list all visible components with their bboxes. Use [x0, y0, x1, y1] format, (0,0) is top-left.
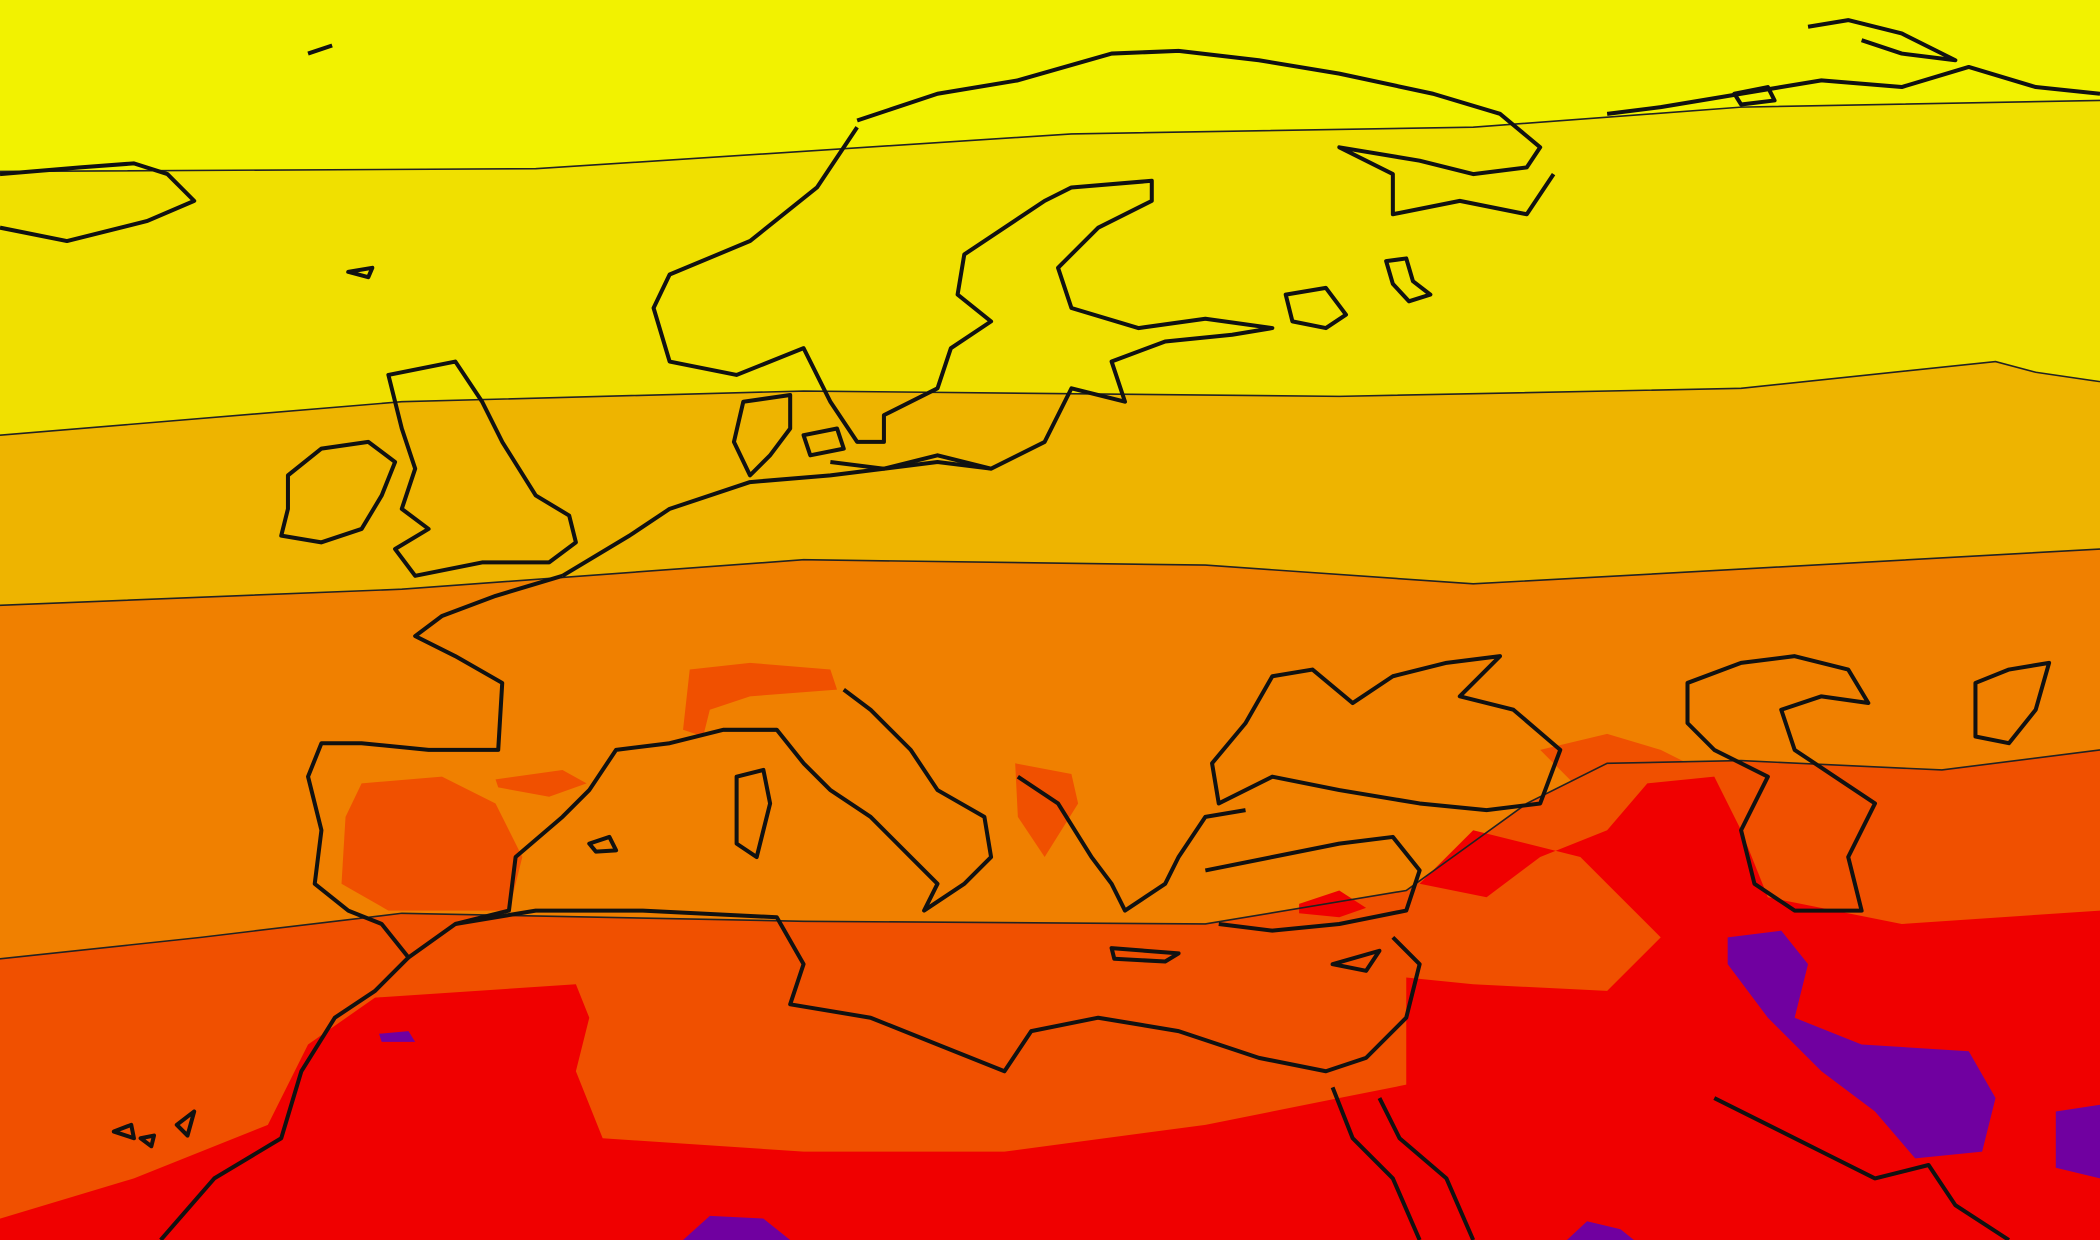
- contour-line: [0, 749, 2100, 960]
- contour-line: [0, 360, 2100, 437]
- minimum-zone: [1566, 1221, 1634, 1240]
- band-5-iberia: [341, 776, 523, 911]
- coastline-crete: [1109, 946, 1181, 964]
- contour-lines: [0, 99, 2100, 960]
- coastline-red-sea: [1330, 1086, 1422, 1241]
- coastline-island: [307, 43, 333, 56]
- coastline-sweden: [651, 126, 1275, 471]
- coastline-lake: [1384, 256, 1433, 304]
- coastline-denmark: [731, 393, 793, 478]
- minimum-zone: [379, 1031, 416, 1042]
- coastline-africa-west: [159, 956, 410, 1242]
- contour-line: [0, 548, 2100, 607]
- coastline-iceland: [0, 161, 197, 244]
- coastlines: [0, 18, 2100, 1242]
- coastline-continent: [561, 459, 992, 578]
- coastline-island: [587, 834, 619, 854]
- band-5-alps: [683, 662, 838, 737]
- coastline-anatolia: [1204, 834, 1422, 933]
- coastline-lake: [1283, 285, 1348, 331]
- coastline-britain: [386, 359, 578, 578]
- band-6-anatolia: [1299, 890, 1367, 918]
- band-5-pyrenees: [495, 769, 587, 797]
- coastline-black-sea: [1210, 654, 1563, 813]
- coastline-sardinia: [734, 767, 773, 860]
- coastline-africa-north: [455, 908, 1422, 1074]
- coastline-aral: [1973, 660, 2052, 746]
- minimum-zone: [2055, 1104, 2100, 1179]
- coastline-red-sea: [1377, 1097, 1476, 1241]
- coastline-ireland: [279, 439, 398, 545]
- coastline-west-europe: [306, 573, 994, 960]
- coastline-island: [801, 426, 846, 458]
- contour-line: [0, 99, 2100, 173]
- coastline-novaya: [1807, 18, 1958, 63]
- coastline-north: [1606, 64, 2100, 116]
- coastline-island: [346, 265, 375, 280]
- minimum-zone: [1727, 930, 1996, 1159]
- minimum-zone: [683, 1215, 791, 1240]
- coastline-caspian: [1685, 654, 1878, 913]
- coastline-balkans: [1016, 775, 1246, 913]
- band-6: [0, 776, 2100, 1240]
- coastline-cyprus: [1330, 948, 1382, 973]
- coastline-gulf: [1713, 1096, 2011, 1242]
- coastline-canaries: [111, 1109, 197, 1149]
- coastline-scandinavia: [856, 48, 1556, 217]
- coastline-island: [1732, 85, 1777, 107]
